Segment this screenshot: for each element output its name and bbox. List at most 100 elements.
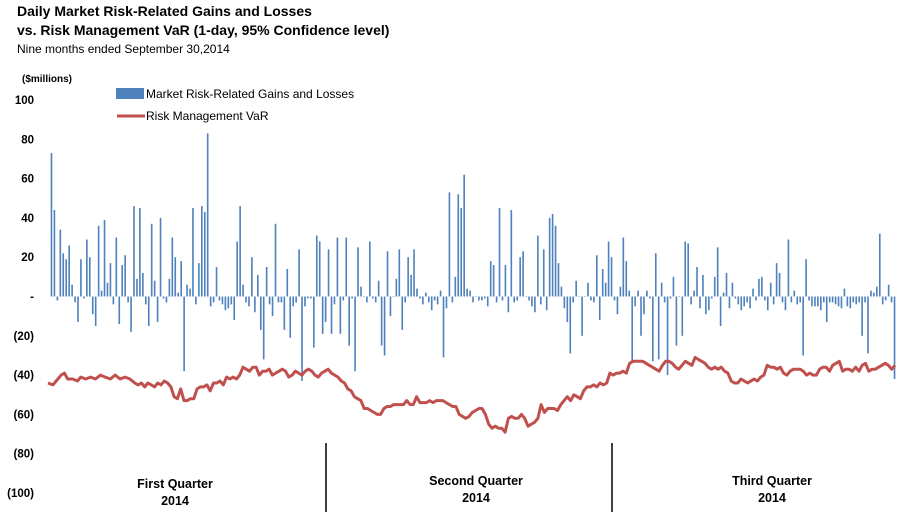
gain-loss-bar xyxy=(510,210,513,297)
gain-loss-bar xyxy=(769,282,772,297)
gain-loss-bar xyxy=(478,296,480,301)
gain-loss-bar xyxy=(180,261,182,297)
quarter-1-year: 2014 xyxy=(161,494,189,508)
gain-loss-bar xyxy=(419,296,421,299)
gain-loss-bar xyxy=(475,296,477,297)
gain-loss-bar xyxy=(380,296,383,346)
gain-loss-bar xyxy=(410,274,412,297)
gain-loss-bar xyxy=(811,296,813,307)
gain-loss-bar xyxy=(566,296,569,323)
gain-loss-bar xyxy=(870,290,872,297)
gain-loss-bar xyxy=(374,296,377,303)
gain-loss-bar xyxy=(209,296,212,307)
gain-loss-bar xyxy=(728,296,731,309)
gain-loss-bar xyxy=(619,286,622,297)
y-tick-label: (60) xyxy=(14,409,35,421)
gain-loss-bar xyxy=(159,217,162,297)
gain-loss-bar xyxy=(416,288,418,297)
gain-loss-bar xyxy=(277,296,280,303)
gain-loss-bar xyxy=(298,249,300,297)
chart-subtitle: Nine months ended September 30,2014 xyxy=(17,42,230,56)
gain-loss-bar xyxy=(91,296,94,315)
chart-title-line2: vs. Risk Management VaR (1-day, 95% Conf… xyxy=(17,22,389,38)
gain-loss-bar xyxy=(395,278,398,297)
gain-loss-bar xyxy=(333,296,336,305)
gains-losses-bars xyxy=(50,133,896,381)
gain-loss-bar xyxy=(684,241,687,297)
gain-loss-bar xyxy=(548,217,551,297)
y-tick-label: - xyxy=(30,292,34,304)
gain-loss-bar xyxy=(245,296,247,303)
gain-loss-bar xyxy=(637,290,639,297)
gain-loss-bar xyxy=(660,282,663,297)
gain-loss-bar xyxy=(318,241,321,297)
gain-loss-bar xyxy=(80,259,82,297)
gain-loss-bar xyxy=(516,296,519,301)
gain-loss-bar xyxy=(83,296,85,299)
gain-loss-bar xyxy=(327,249,330,297)
gain-loss-bar xyxy=(793,290,796,297)
gain-loss-bar xyxy=(430,296,433,311)
gain-loss-bar xyxy=(893,296,896,380)
gain-loss-bar xyxy=(124,255,126,297)
gain-loss-bar xyxy=(94,296,97,326)
gain-loss-bar xyxy=(236,241,238,297)
gain-loss-bar xyxy=(386,251,389,297)
y-tick-label: (100) xyxy=(7,488,34,500)
gain-loss-bar xyxy=(383,296,386,356)
gain-loss-bar xyxy=(545,296,548,311)
gain-loss-bar xyxy=(274,223,277,297)
gain-loss-bar xyxy=(734,296,737,299)
gain-loss-bar xyxy=(254,296,256,313)
gain-loss-bar xyxy=(62,253,65,297)
quarter-2-year: 2014 xyxy=(462,491,490,505)
gain-loss-bar xyxy=(257,274,259,297)
gain-loss-bar xyxy=(271,296,274,317)
gain-loss-bar xyxy=(846,296,849,307)
gain-loss-bar xyxy=(849,296,852,309)
gain-loss-bar xyxy=(820,296,822,311)
gain-loss-bar xyxy=(716,247,719,297)
gain-loss-bar xyxy=(280,296,283,303)
gain-loss-bar xyxy=(97,225,100,297)
gain-loss-bar xyxy=(528,296,530,301)
gain-loss-bar xyxy=(504,265,507,297)
gain-loss-bar xyxy=(743,296,745,307)
gain-loss-bar xyxy=(616,296,619,315)
gain-loss-bar xyxy=(672,276,675,297)
gain-loss-bar xyxy=(345,237,348,297)
gain-loss-bar xyxy=(342,296,345,301)
gain-loss-bar xyxy=(843,288,846,297)
gain-loss-bar xyxy=(578,296,580,297)
legend-bar-label: Market Risk-Related Gains and Losses xyxy=(146,87,354,101)
gain-loss-bar xyxy=(436,296,439,305)
gain-loss-bar xyxy=(775,263,778,297)
gain-loss-bar xyxy=(531,296,533,307)
legend-line-label: Risk Management VaR xyxy=(146,109,269,123)
gain-loss-bar xyxy=(433,296,436,301)
gain-loss-bar xyxy=(796,296,799,305)
gain-loss-bar xyxy=(71,284,73,297)
gain-loss-bar xyxy=(88,257,91,297)
gain-loss-bar xyxy=(787,239,790,297)
gain-loss-bar xyxy=(652,296,654,362)
gain-loss-bar xyxy=(666,296,669,376)
gain-loss-bar xyxy=(837,296,840,307)
gain-loss-bar xyxy=(454,276,457,297)
gain-loss-bar xyxy=(828,296,831,303)
gain-loss-bar xyxy=(867,296,869,354)
gain-loss-bar xyxy=(324,296,327,323)
gain-loss-bar xyxy=(483,296,486,299)
gain-loss-bar xyxy=(174,257,177,297)
gain-loss-bar xyxy=(634,296,636,307)
gain-loss-bar xyxy=(805,259,807,297)
gain-loss-bar xyxy=(481,296,483,301)
gain-loss-bar xyxy=(289,296,292,338)
gain-loss-bar xyxy=(725,272,728,297)
gain-loss-bar xyxy=(731,282,734,297)
gain-loss-bar xyxy=(876,286,878,297)
gain-loss-bar xyxy=(295,296,297,303)
gain-loss-bar xyxy=(884,296,887,301)
gain-loss-bar xyxy=(542,249,545,297)
gain-loss-bar xyxy=(363,296,365,297)
